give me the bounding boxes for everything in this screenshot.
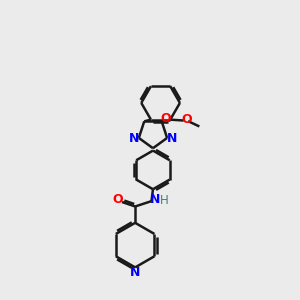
Text: N: N — [130, 266, 140, 279]
Text: N: N — [150, 193, 161, 206]
Text: O: O — [160, 112, 171, 125]
Text: O: O — [181, 113, 192, 126]
Text: H: H — [160, 194, 168, 207]
Text: O: O — [112, 193, 123, 206]
Text: N: N — [129, 132, 139, 145]
Text: N: N — [167, 132, 177, 145]
